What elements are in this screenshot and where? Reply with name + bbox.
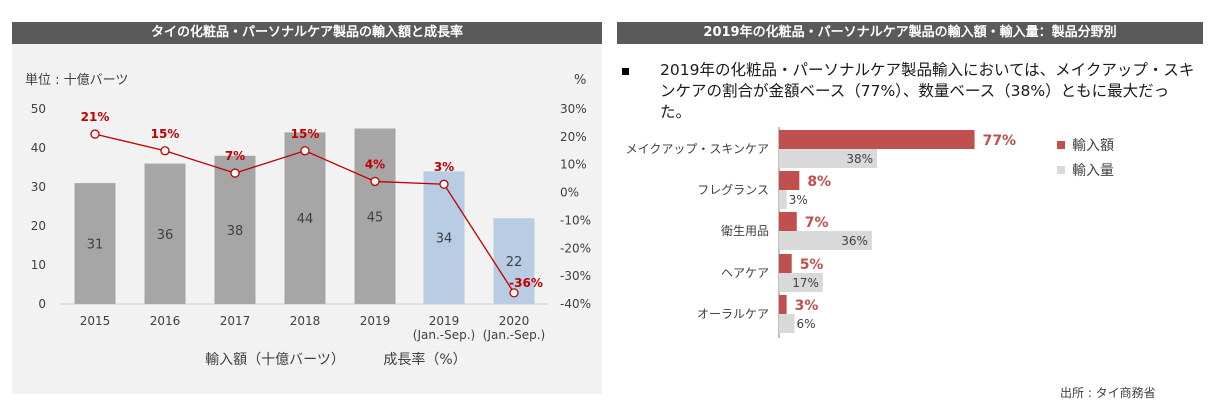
bar-value-label: 34 xyxy=(436,232,453,247)
growth-rate-label: 15% xyxy=(291,127,320,141)
category-label: オーラルケア xyxy=(697,307,769,321)
legend-growth-rate: 成長率（%） xyxy=(383,351,466,368)
legend-import-volume-label: 輸入量 xyxy=(1072,163,1114,179)
growth-rate-label: 15% xyxy=(151,127,180,141)
bar-value-label: 36 xyxy=(157,228,174,243)
growth-rate-point xyxy=(439,179,449,189)
x-tick-label: (Jan.-Sep.) xyxy=(413,328,475,342)
bar-import-value xyxy=(354,128,396,304)
bar-import-value xyxy=(284,132,326,304)
growth-rate-label: 21% xyxy=(81,110,110,124)
bar-import-value xyxy=(779,295,787,314)
x-tick-label: 2019 xyxy=(360,314,391,328)
y-right-tick-label: -40% xyxy=(560,297,591,311)
bar-import-value xyxy=(423,171,465,304)
category-label: メイクアップ・スキンケア xyxy=(626,142,769,156)
summary-note: 2019年の化粧品・パーソナルケア製品輸入においては、メイクアップ・スキンケアの… xyxy=(660,61,1195,121)
bar-import-value xyxy=(779,130,975,149)
bar-value-label: 38 xyxy=(227,224,244,239)
bar-value-label: 22 xyxy=(506,255,523,270)
bar-import-volume xyxy=(779,190,787,209)
bar-value-label: 45 xyxy=(367,210,384,225)
bar-import-volume xyxy=(779,149,878,168)
x-tick-label: 2016 xyxy=(150,314,181,328)
bar-import-value xyxy=(779,171,800,190)
x-tick-label: 2017 xyxy=(220,314,251,328)
bar-import-volume-label: 17% xyxy=(792,276,819,290)
growth-rate-point xyxy=(230,168,240,178)
category-label: 衛生用品 xyxy=(721,224,769,238)
category-label: フレグランス xyxy=(697,183,769,197)
bar-import-volume-label: 38% xyxy=(846,152,873,166)
legend-import-volume-swatch xyxy=(1057,166,1065,174)
y-right-tick-label: 20% xyxy=(560,130,587,144)
bullet-icon xyxy=(622,68,629,75)
bar-import-volume-label: 6% xyxy=(796,317,815,331)
growth-rate-label: 7% xyxy=(225,149,245,163)
y-left-tick-label: 10 xyxy=(31,258,46,272)
growth-rate-point xyxy=(300,146,310,156)
y-right-tick-label: 30% xyxy=(560,102,587,116)
source-note: 出所 : タイ商務省 xyxy=(1060,386,1156,400)
bar-import-value xyxy=(779,212,797,231)
y-left-tick-label: 50 xyxy=(31,102,46,116)
growth-rate-label: -36% xyxy=(509,276,543,290)
growth-rate-label: 4% xyxy=(365,157,385,171)
bar-import-volume-label: 36% xyxy=(841,234,868,248)
x-tick-label: 2019 xyxy=(429,314,460,328)
growth-rate-point xyxy=(509,288,519,298)
bar-import-value-label: 77% xyxy=(983,133,1017,149)
category-label: ヘアケア xyxy=(721,266,769,280)
legend-import-value-swatch xyxy=(1057,141,1065,149)
bar-import-value-label: 7% xyxy=(805,215,829,231)
bar-import-volume-label: 3% xyxy=(789,193,808,207)
x-tick-label: 2015 xyxy=(80,314,111,328)
x-tick-label: 2020 xyxy=(499,314,530,328)
bar-value-label: 44 xyxy=(297,212,314,227)
y-right-tick-label: 0% xyxy=(560,186,579,200)
unit-label: 単位 : 十億バーツ xyxy=(25,72,128,88)
y-left-tick-label: 20 xyxy=(31,219,46,233)
bar-import-value xyxy=(144,163,186,304)
left-panel-title: タイの化粧品・パーソナルケア製品の輸入額と成長率 xyxy=(12,22,602,44)
x-tick-label: (Jan.-Sep.) xyxy=(483,328,545,342)
growth-rate-point xyxy=(90,129,100,139)
growth-rate-point xyxy=(370,176,380,187)
bar-import-volume xyxy=(779,231,872,250)
y-left-tick-label: 40 xyxy=(31,141,46,155)
bar-import-volume xyxy=(779,273,823,292)
y-left-tick-label: 0 xyxy=(38,297,46,311)
bar-import-value-label: 8% xyxy=(807,174,831,190)
y-right-tick-label: -20% xyxy=(560,241,591,255)
bar-import-value xyxy=(74,183,116,304)
legend-import-value-label: 輸入額 xyxy=(1072,138,1114,154)
bar-value-label: 31 xyxy=(87,238,104,253)
y-left-tick-label: 30 xyxy=(31,180,46,194)
growth-rate-label: 3% xyxy=(434,160,454,174)
y-right-tick-label: 10% xyxy=(560,158,587,172)
right-panel-title: 2019年の化粧品・パーソナルケア製品の輸入額・輸入量：製品分野別 xyxy=(617,22,1203,44)
bar-import-value xyxy=(214,155,256,304)
y-right-tick-label: -30% xyxy=(560,269,591,283)
x-tick-label: 2018 xyxy=(290,314,321,328)
bar-import-value-label: 5% xyxy=(800,257,824,273)
bar-import-value-label: 3% xyxy=(795,298,819,314)
percent-axis-label: % xyxy=(574,73,586,88)
y-right-tick-label: -10% xyxy=(560,213,591,227)
bar-import-value xyxy=(779,254,792,273)
bar-import-volume xyxy=(779,314,795,333)
legend-import-value: 輸入額（十億バーツ） xyxy=(205,352,345,368)
growth-rate-point xyxy=(160,146,170,156)
